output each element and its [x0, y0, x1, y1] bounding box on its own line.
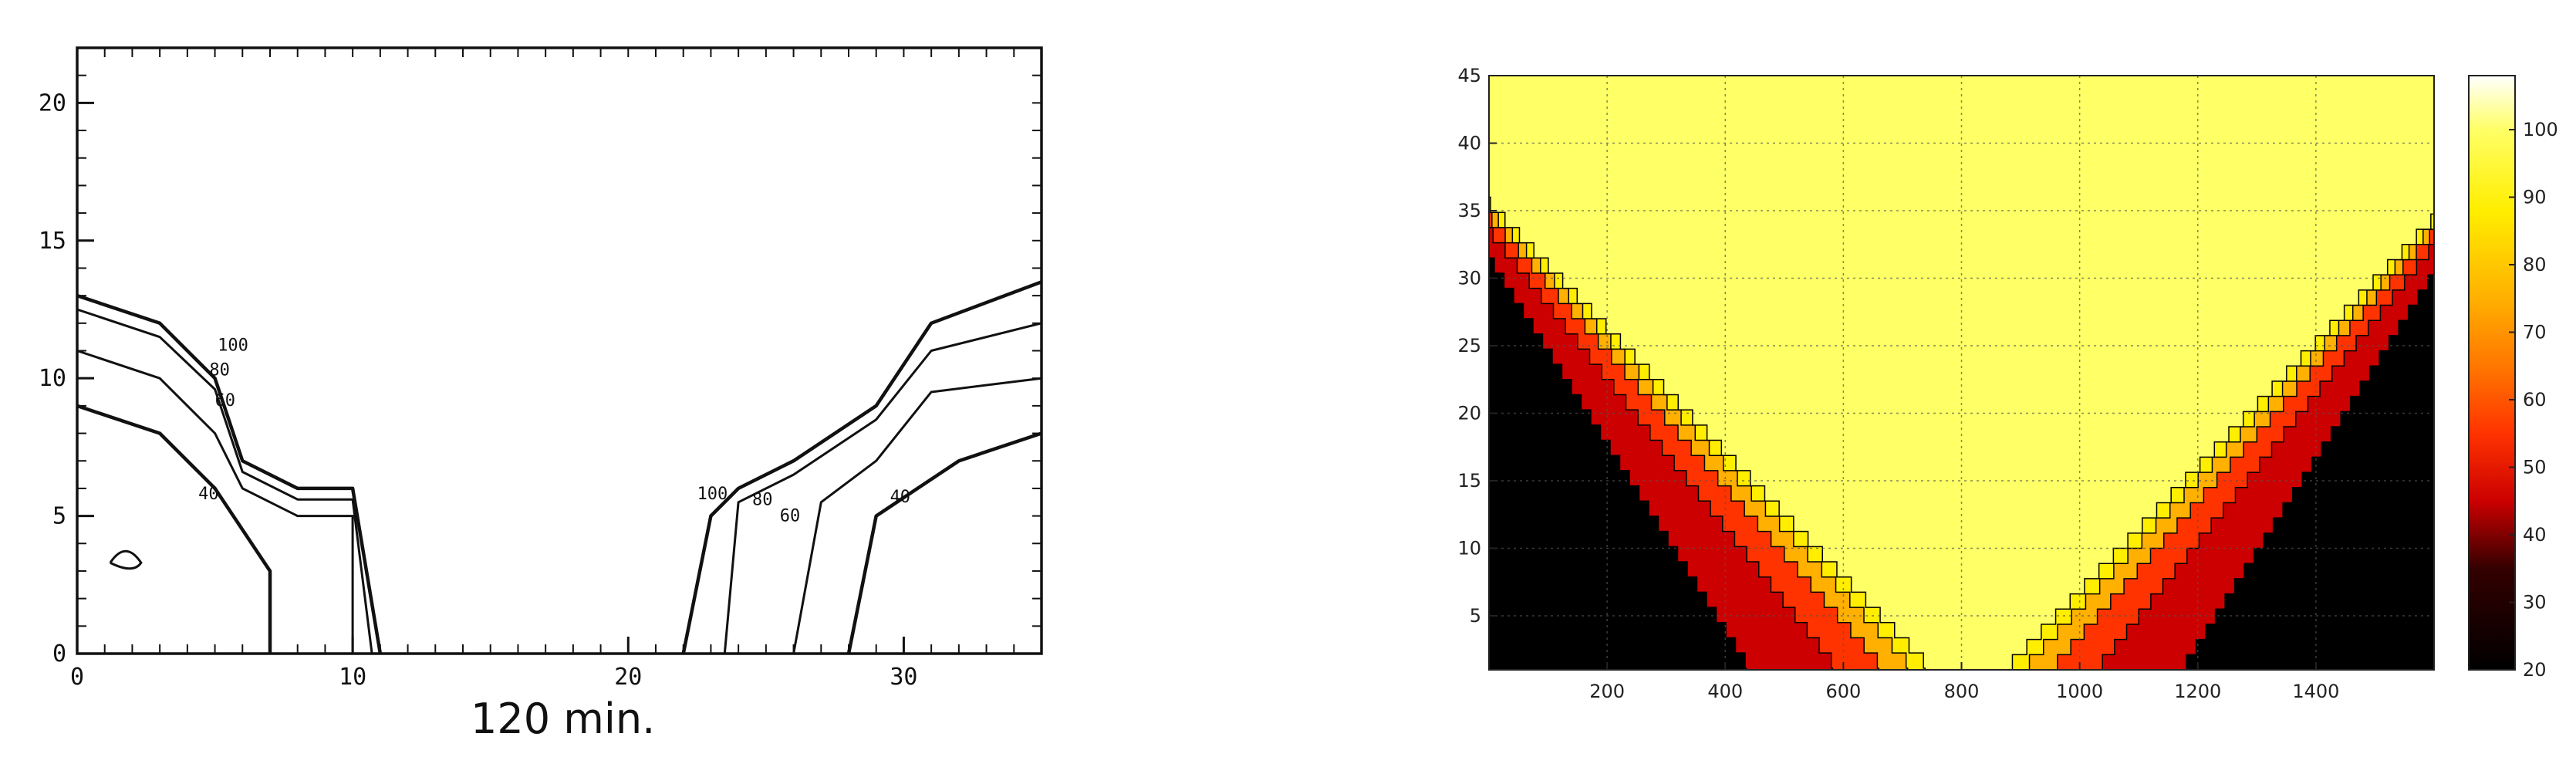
x-tick-label: 600 — [1825, 681, 1861, 702]
contour-line — [681, 280, 1042, 654]
y-tick-label: 20 — [39, 90, 66, 117]
colorbar-tick-label: 40 — [2523, 524, 2547, 546]
x-tick-label: 800 — [1944, 681, 1980, 702]
contour-label: 60 — [780, 507, 801, 526]
x-tick-label: 1200 — [2174, 681, 2221, 702]
y-tick-label: 5 — [1470, 605, 1481, 627]
contour-label: 80 — [209, 361, 230, 380]
x-tick-label: 0 — [70, 664, 84, 691]
y-tick-label: 5 — [52, 503, 66, 530]
y-tick-label: 0 — [52, 640, 66, 668]
colorbar-tick-label: 70 — [2523, 322, 2547, 343]
contour-line — [723, 322, 1042, 654]
contour-label: 60 — [215, 391, 236, 411]
y-tick-label: 45 — [1457, 65, 1481, 86]
x-tick-label: 1000 — [2056, 681, 2103, 702]
small-closed-contour — [109, 549, 143, 570]
colorbar-tick-label: 30 — [2523, 592, 2547, 613]
y-tick-label: 35 — [1457, 200, 1481, 221]
contour-line — [792, 377, 1042, 654]
left-chart-caption: 120 min. — [471, 695, 656, 743]
contour-label: 100 — [218, 336, 248, 356]
y-tick-label: 40 — [1457, 133, 1481, 154]
x-tick-label: 1400 — [2292, 681, 2339, 702]
y-tick-label: 30 — [1457, 268, 1481, 289]
colorbar-tick-label: 20 — [2523, 659, 2547, 681]
y-tick-label: 15 — [1457, 470, 1481, 492]
contour-label: 40 — [198, 485, 219, 504]
left-contour-panel: 0 10 20 30 0 5 10 15 20 100 80 60 40 100 80 60 40 120 mi… — [0, 0, 1142, 771]
right-heatmap-chart: 200 400 600 800 1000 1200 1400 5 10 15 20 25 30 35 40 4… — [1457, 65, 2558, 702]
contour-line — [76, 404, 272, 654]
contour-line — [76, 308, 373, 654]
x-tick-label: 20 — [614, 664, 642, 691]
y-tick-label: 15 — [39, 228, 66, 255]
colorbar-tick-label: 80 — [2523, 254, 2547, 275]
contour-label: 40 — [890, 488, 911, 507]
y-tick-label: 20 — [1457, 403, 1481, 424]
contour-label: 100 — [697, 485, 728, 504]
contour-line — [76, 350, 354, 654]
colorbar — [2468, 75, 2516, 671]
x-tick-label: 400 — [1707, 681, 1743, 702]
colorbar-tick-label: 90 — [2523, 187, 2547, 208]
x-tick-label: 10 — [339, 664, 366, 691]
colorbar-tick-label: 50 — [2523, 457, 2547, 478]
contour-line — [76, 293, 383, 654]
x-tick-label: 200 — [1589, 681, 1625, 702]
y-tick-label: 10 — [39, 365, 66, 392]
y-tick-label: 10 — [1457, 538, 1481, 559]
left-contour-chart: 0 10 20 30 0 5 10 15 20 100 80 60 40 100 80 60 40 — [39, 46, 1043, 691]
colorbar-tick-label: 100 — [2523, 119, 2558, 140]
y-tick-label: 25 — [1457, 335, 1481, 357]
contour-label: 80 — [752, 490, 773, 509]
right-heatmap-panel: 200 400 600 800 1000 1200 1400 5 10 15 20 25 30 35 40 4… — [1420, 0, 2576, 771]
x-tick-label: 30 — [890, 664, 917, 691]
contour-line — [846, 431, 1042, 654]
colorbar-tick-label: 60 — [2523, 389, 2547, 411]
